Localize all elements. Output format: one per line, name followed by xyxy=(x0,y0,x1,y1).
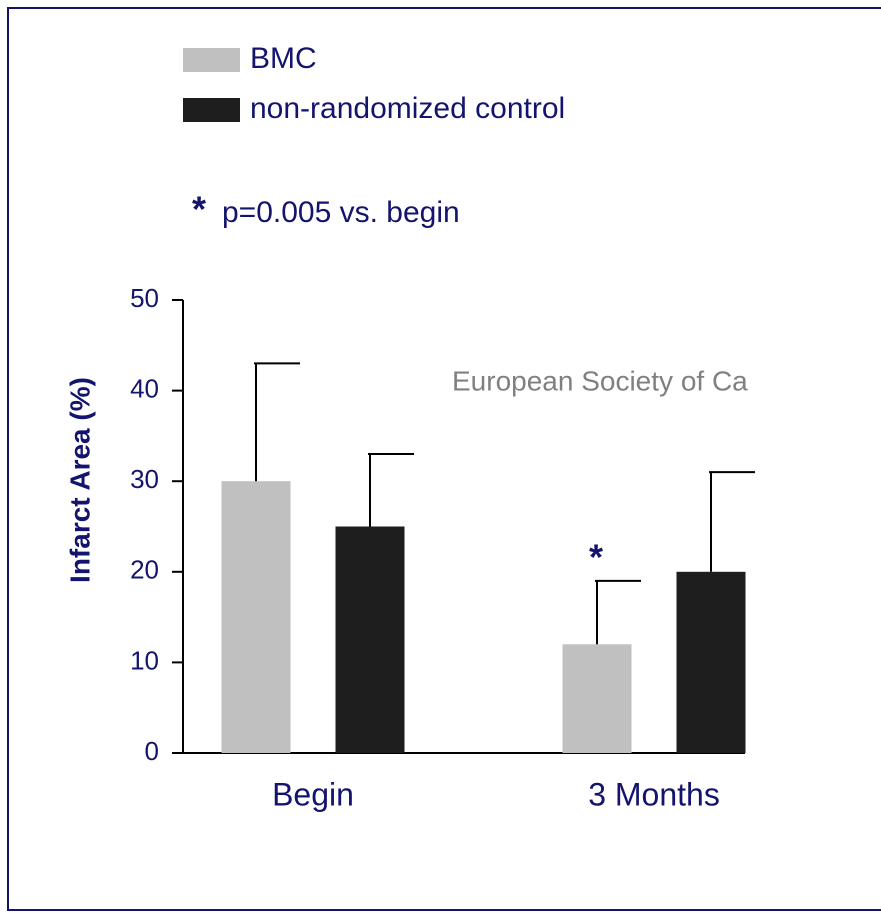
legend-label: BMC xyxy=(250,42,317,75)
error-bar xyxy=(254,362,300,482)
error-bar xyxy=(709,471,755,572)
bar xyxy=(676,571,746,753)
bar xyxy=(562,644,632,753)
x-tick-label: Begin xyxy=(272,776,354,812)
y-tick-label: 0 xyxy=(145,736,159,766)
error-bar xyxy=(368,453,414,527)
y-axis-label: Infarct Area (%) xyxy=(64,377,95,583)
legend-swatch xyxy=(183,48,240,72)
y-tick-label: 40 xyxy=(130,373,159,403)
bar xyxy=(335,526,405,753)
significance-marker: * xyxy=(192,189,206,230)
frame xyxy=(7,7,881,911)
bar xyxy=(221,481,291,753)
watermark: European Society of Ca xyxy=(452,365,748,396)
x-tick-label: 3 Months xyxy=(588,776,720,812)
error-bar xyxy=(595,579,641,645)
y-tick-label: 50 xyxy=(130,283,159,313)
significance-star: * xyxy=(589,537,603,578)
legend-swatch xyxy=(183,98,240,122)
y-tick-label: 20 xyxy=(130,555,159,585)
significance-note: p=0.005 vs. begin xyxy=(222,196,460,229)
y-tick-label: 10 xyxy=(130,645,159,675)
y-tick-label: 30 xyxy=(130,464,159,494)
legend-label: non-randomized control xyxy=(250,92,565,125)
